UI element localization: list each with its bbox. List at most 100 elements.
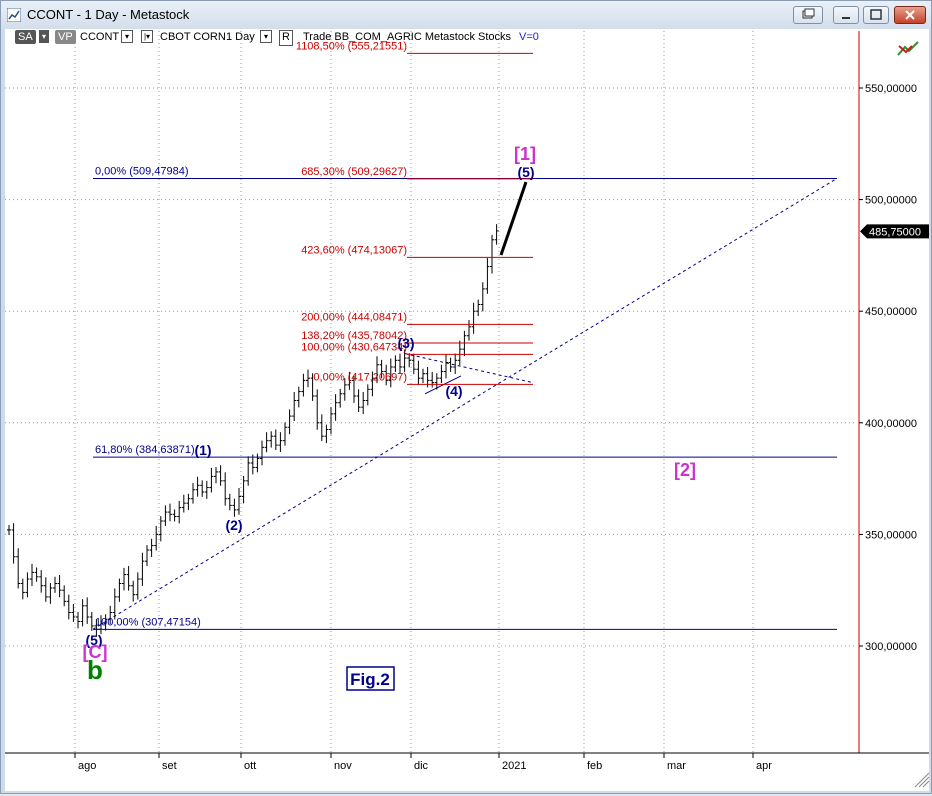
price-bar	[494, 224, 499, 245]
price-bar	[296, 386, 301, 408]
price-bar	[204, 480, 209, 499]
resize-grip-icon	[914, 772, 930, 788]
wave-label: b	[87, 655, 103, 685]
wave-label: (1)	[194, 442, 211, 458]
close-button[interactable]	[894, 6, 926, 24]
price-bar	[237, 487, 241, 515]
price-bar	[430, 371, 435, 388]
price-bar	[191, 483, 195, 504]
price-bar	[264, 432, 269, 453]
price-bar	[108, 605, 113, 625]
price-bar	[306, 369, 310, 388]
price-bar	[11, 523, 16, 564]
wave-label: (5)	[517, 164, 534, 180]
price-bar	[112, 588, 117, 620]
chart-toolbar: SA ▾ VP CCONT ▾ |▾ CBOT CORN 1 Day ▾ R T…	[5, 29, 931, 56]
price-bar	[347, 371, 352, 390]
price-bar	[186, 493, 191, 511]
security-name: CBOT CORN	[160, 31, 226, 43]
price-bar	[122, 567, 126, 591]
wave-label: (4)	[445, 383, 462, 399]
wave-label: [1]	[514, 144, 536, 164]
price-bar	[333, 394, 338, 421]
chart-options-icon[interactable]	[896, 40, 922, 58]
time-axis-label: dic	[414, 760, 429, 772]
price-bar	[103, 614, 108, 631]
price-bar	[287, 409, 292, 435]
price-bar	[260, 440, 264, 466]
sa-dropdown-arrow[interactable]: ▾	[39, 30, 49, 43]
sa-button[interactable]: SA	[15, 30, 36, 44]
wave-label: (3)	[397, 335, 414, 351]
fib-projection-label: 200,00% (444,08471)	[301, 311, 407, 323]
chart-plot-area[interactable]: 0,00% (509,47984) 61,80% (384,63871) 100,0…	[5, 29, 930, 791]
price-bar	[168, 503, 172, 522]
minimize-button[interactable]	[833, 6, 859, 24]
fib-retracement-label: 0,00% (509,47984)	[95, 165, 189, 177]
periodicity-label: 1 Day	[226, 31, 255, 43]
security-icon-box[interactable]: |▾	[141, 30, 153, 43]
price-bar	[439, 364, 444, 384]
wave-label: (5)	[85, 632, 102, 648]
trendline-lower	[92, 177, 838, 630]
price-bar	[62, 585, 67, 607]
price-bar	[490, 234, 494, 274]
symbol-dropdown[interactable]: ▾	[121, 30, 133, 43]
price-bar	[57, 575, 62, 598]
price-bar	[375, 356, 379, 384]
restore-button[interactable]	[793, 6, 823, 24]
price-bar	[319, 414, 324, 442]
price-bar	[246, 456, 251, 486]
wave-label: [2]	[674, 460, 696, 480]
maximize-button[interactable]	[863, 6, 889, 24]
title-bar[interactable]: CCONT - 1 Day - Metastock	[1, 1, 931, 29]
price-bar	[352, 375, 356, 403]
wave-labels: (1)(2)(3)(4)(5)(5)[1][2][C]b Fig.2	[83, 144, 696, 691]
price-bar	[158, 516, 163, 542]
price-bar	[241, 475, 246, 504]
trend-lines	[92, 177, 838, 630]
last-price-label: 485,75000	[869, 226, 921, 238]
price-bar	[177, 500, 182, 524]
price-bar	[232, 498, 237, 517]
wave-label: (2)	[225, 517, 242, 533]
fib-retracement-label: 100,00% (307,47154)	[95, 616, 201, 628]
r-button[interactable]: R	[279, 30, 293, 46]
fib-retracement-label: 61,80% (384,63871)	[95, 444, 195, 456]
price-bar	[39, 570, 44, 593]
price-bars	[7, 224, 499, 637]
price-bar	[214, 466, 218, 484]
chart-axes: 550,00000 500,00000 450,00000 400,00000 350,…	[5, 31, 930, 788]
price-chart[interactable]: 0,00% (509,47984) 61,80% (384,63871) 100,0…	[5, 29, 930, 791]
price-bar	[66, 594, 71, 620]
price-axis-label: 450,00000	[865, 306, 917, 318]
price-bar	[7, 525, 11, 535]
periodicity-dropdown[interactable]: ▾	[260, 30, 272, 43]
price-bar	[117, 578, 122, 602]
price-bar	[71, 604, 76, 622]
price-bar	[444, 354, 448, 379]
wave-label: [C]	[83, 642, 108, 662]
price-bar	[398, 353, 402, 374]
price-bar	[273, 429, 278, 451]
triangle-upper-line	[404, 353, 534, 384]
time-axis-label: mar	[667, 760, 686, 772]
price-bar	[227, 493, 232, 511]
price-bar	[356, 389, 361, 413]
trade-system-label: Trade BB_COM_AGRIC Metastock Stocks	[303, 31, 512, 43]
price-bar	[370, 371, 375, 397]
price-bar	[407, 353, 412, 368]
price-bar	[292, 391, 297, 422]
price-bar	[421, 368, 425, 384]
price-bar	[393, 355, 398, 372]
price-bar	[154, 525, 159, 551]
price-bar	[310, 373, 315, 401]
time-axis-label: 2021	[502, 760, 526, 772]
price-bar	[462, 330, 467, 357]
time-axis-label: apr	[756, 760, 772, 772]
price-bar	[434, 373, 439, 390]
price-bar	[135, 572, 140, 600]
vp-button[interactable]: VP	[55, 30, 76, 44]
price-axis-label: 500,00000	[865, 195, 917, 207]
time-axis-label: nov	[334, 760, 352, 772]
